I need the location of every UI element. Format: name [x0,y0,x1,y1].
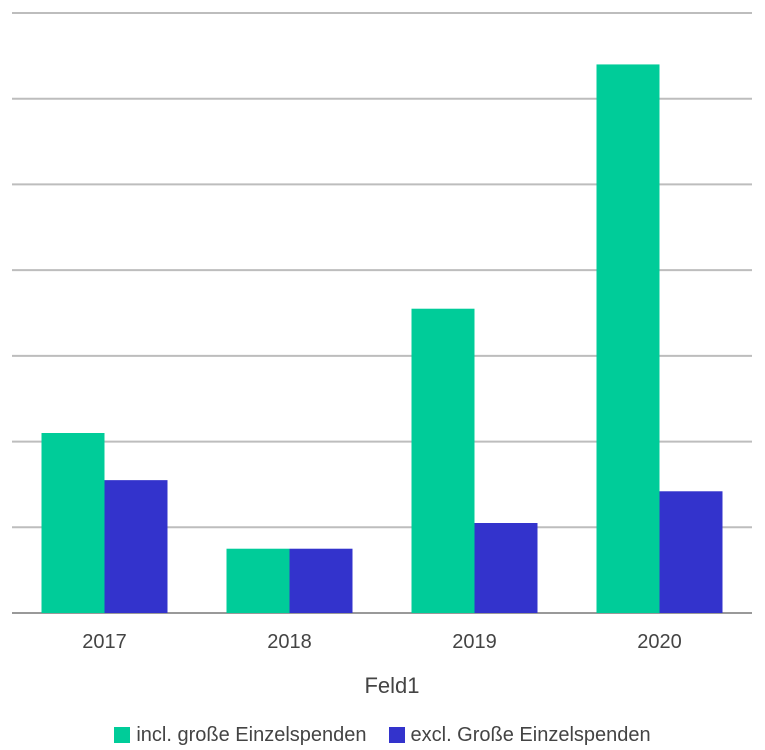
bar-2018-incl [226,548,290,613]
bar-2018-excl [289,548,353,613]
bar-2017-incl [41,433,105,613]
x-tick-label-2017: 2017 [82,631,127,653]
bars [41,64,723,613]
legend-label-excl: excl. Große Einzelspenden [410,723,651,746]
legend: incl. große Einzelspenden excl. Große Ei… [0,720,765,750]
x-tick-label-2018: 2018 [267,631,312,653]
bar-2020-excl [659,491,723,613]
legend-label-incl: incl. große Einzelspenden [136,723,367,746]
x-tick-labels: 2017 2018 2019 2020 [82,631,682,653]
bar-2019-excl [474,523,538,613]
bar-2017-excl [104,480,168,613]
legend-item-excl: excl. Große Einzelspenden [388,723,651,747]
bar-2020-incl [596,64,660,613]
legend-swatch-incl [114,727,131,743]
x-axis-title: Feld1 [364,673,419,698]
bar-2019-incl [411,308,475,613]
bar-chart: 2017 2018 2019 2020 Feld1 [12,12,752,698]
legend-item-incl: incl. große Einzelspenden [114,723,367,747]
x-tick-label-2020: 2020 [637,631,682,653]
legend-swatch-excl [388,727,405,743]
x-tick-label-2019: 2019 [452,631,497,653]
